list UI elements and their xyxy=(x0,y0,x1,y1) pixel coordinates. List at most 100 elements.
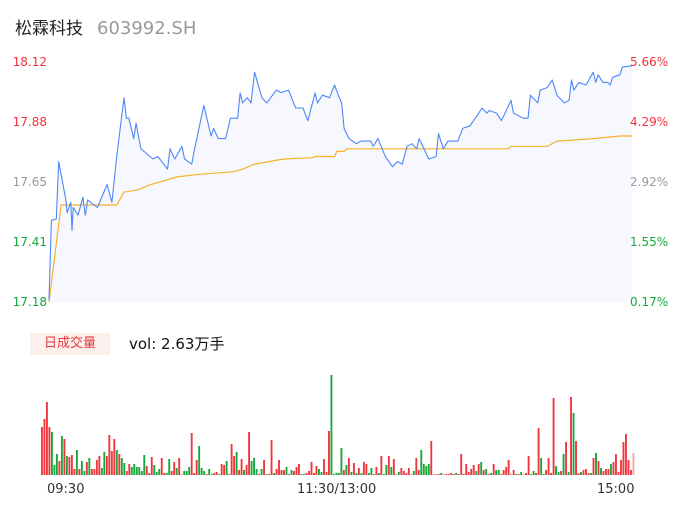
volume-bar xyxy=(520,472,523,475)
volume-bar xyxy=(270,440,273,475)
volume-bar xyxy=(385,465,388,475)
volume-readout: vol: 2.63万手 xyxy=(129,335,225,353)
volume-bar xyxy=(575,441,577,475)
volume-bar xyxy=(303,474,305,475)
volume-bar xyxy=(382,474,385,475)
volume-bar xyxy=(477,464,480,475)
volume-bar xyxy=(245,465,248,475)
volume-bar xyxy=(213,473,216,475)
volume-bar xyxy=(422,464,425,475)
volume-bar xyxy=(118,454,121,475)
volume-bar xyxy=(63,439,66,475)
volume-bar xyxy=(195,460,198,475)
volume-bar xyxy=(330,375,333,475)
volume-bar xyxy=(310,462,313,475)
volume-bar xyxy=(335,473,338,475)
volume-bar xyxy=(492,464,495,475)
volume-bar xyxy=(210,474,213,475)
y-tick-right: 0.17% xyxy=(630,295,669,309)
volume-bar xyxy=(130,467,133,475)
volume-bar xyxy=(627,460,630,475)
volume-bar xyxy=(610,464,612,475)
volume-bar xyxy=(540,458,543,475)
volume-bar xyxy=(372,474,375,475)
volume-bar xyxy=(367,473,370,475)
volume-bar xyxy=(275,469,278,475)
volume-bar xyxy=(250,461,253,475)
volume-bar xyxy=(400,468,403,475)
volume-bar xyxy=(200,468,203,475)
volume-badge[interactable]: 日成交量 xyxy=(30,333,110,355)
volume-bar xyxy=(333,474,335,475)
volume-bar xyxy=(410,474,413,475)
volume-bar xyxy=(395,474,398,475)
volume-bar xyxy=(263,460,265,475)
stock-header: 松霖科技 603992.SH xyxy=(15,14,196,39)
volume-bar xyxy=(223,465,226,475)
volume-bar xyxy=(95,460,98,475)
volume-bar xyxy=(537,428,540,475)
volume-bar xyxy=(190,433,193,475)
volume-bar xyxy=(140,471,143,475)
x-tick-label: 11:30/13:00 xyxy=(297,482,377,497)
volume-bar xyxy=(258,474,260,475)
volume-bar xyxy=(352,463,355,475)
volume-bar xyxy=(475,471,478,475)
volume-bar xyxy=(325,472,328,475)
volume-bar xyxy=(78,469,81,475)
y-tick-right: 4.29% xyxy=(630,115,669,129)
volume-bar xyxy=(497,470,500,475)
y-tick-right: 2.92% xyxy=(630,175,669,189)
volume-bar xyxy=(435,474,438,475)
y-tick-left: 17.65 xyxy=(12,175,47,189)
volume-bar xyxy=(350,472,353,475)
volume-bar xyxy=(542,474,545,475)
volume-bar xyxy=(482,470,485,475)
volume-bar xyxy=(455,473,458,475)
volume-bar xyxy=(615,454,617,475)
volume-bar xyxy=(535,473,538,475)
volume-bar xyxy=(225,461,228,475)
volume-bar xyxy=(198,446,201,475)
volume-bar xyxy=(208,469,211,475)
volume-bar xyxy=(547,458,550,475)
y-tick-right: 1.55% xyxy=(630,235,669,249)
x-tick-label: 15:00 xyxy=(597,482,635,497)
volume-bar xyxy=(70,455,73,475)
volume-bar xyxy=(560,471,562,475)
volume-bar xyxy=(248,432,251,475)
volume-bar xyxy=(320,472,323,475)
volume-bar xyxy=(268,474,270,475)
volume-bar xyxy=(620,460,622,475)
volume-bar xyxy=(340,448,343,475)
y-tick-left: 17.41 xyxy=(12,235,47,249)
volume-bar xyxy=(415,458,418,475)
volume-bar xyxy=(65,456,68,475)
volume-bar xyxy=(295,467,298,475)
volume-bar xyxy=(100,468,103,475)
volume-bar xyxy=(50,432,53,475)
volume-bar xyxy=(507,460,510,475)
volume-bar xyxy=(283,470,285,475)
volume-bar xyxy=(41,427,43,475)
volume-bar xyxy=(315,466,318,475)
volume-bar xyxy=(390,467,393,475)
volume-bar xyxy=(120,458,123,475)
volume-bar xyxy=(155,472,158,475)
volume-bar xyxy=(318,469,320,475)
volume-bar xyxy=(590,473,592,475)
volume-bar xyxy=(580,472,582,475)
volume-bar xyxy=(427,464,430,475)
volume-bar xyxy=(115,450,118,475)
price-area-fill xyxy=(49,65,632,302)
volume-bar xyxy=(375,467,378,475)
volume-bar xyxy=(163,473,166,475)
volume-bar xyxy=(585,469,587,475)
volume-bar xyxy=(420,450,423,475)
volume-bar xyxy=(505,467,508,475)
volume-bar xyxy=(617,472,620,475)
volume-bar xyxy=(545,470,548,475)
volume-bar xyxy=(572,413,575,475)
volume-bar xyxy=(165,473,168,475)
